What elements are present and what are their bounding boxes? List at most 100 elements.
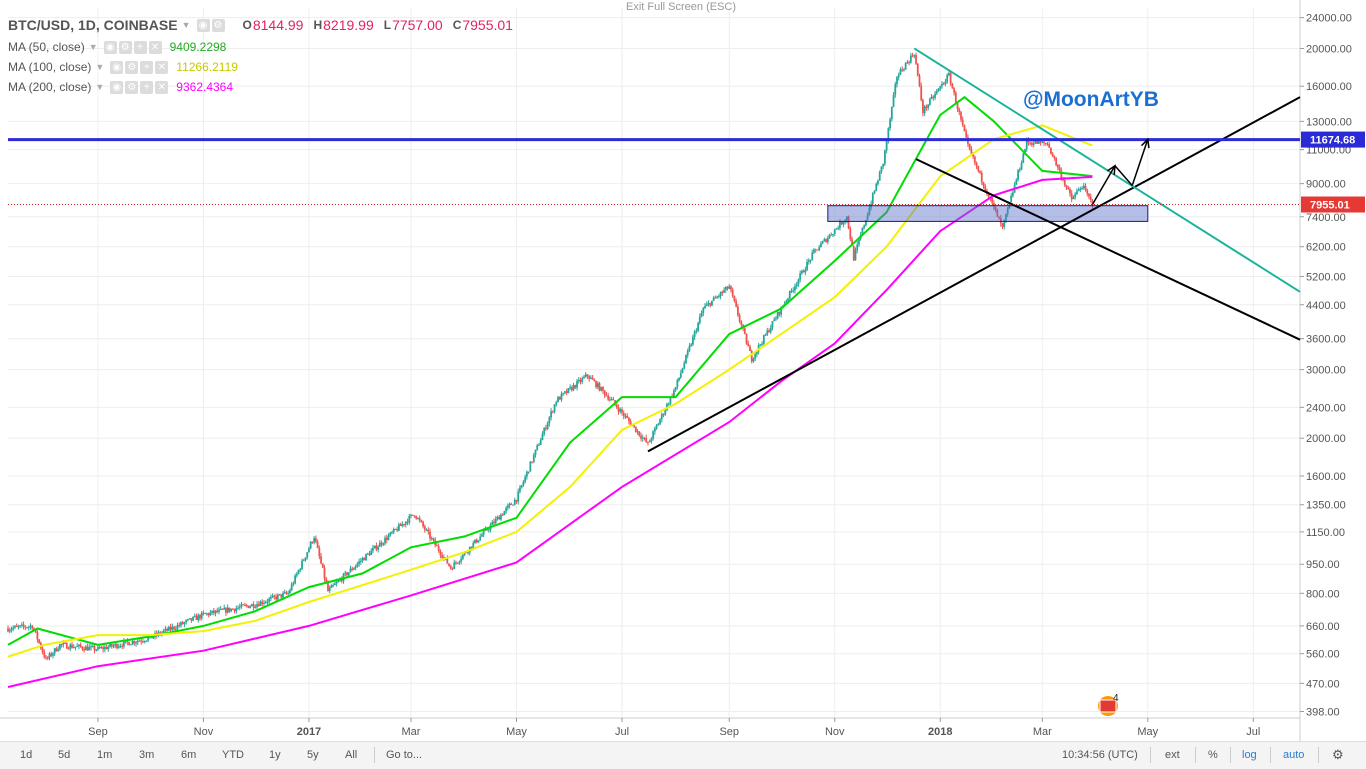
range-ytd-button[interactable]: YTD: [222, 749, 244, 761]
toolbar-divider: [1230, 747, 1231, 763]
candle-body: [768, 330, 770, 333]
percent-toggle[interactable]: %: [1208, 749, 1218, 761]
candle-body: [570, 387, 573, 391]
candle-body: [915, 55, 917, 64]
range-3m-button[interactable]: 3m: [139, 749, 155, 761]
eye-icon[interactable]: ◉: [196, 18, 210, 32]
candle-body: [764, 334, 767, 336]
eye-icon[interactable]: ◉: [103, 40, 117, 54]
candle-body: [22, 624, 25, 627]
range-1m-button[interactable]: 1m: [97, 749, 113, 761]
range-all-button[interactable]: All: [345, 749, 358, 761]
candle-body: [140, 640, 143, 642]
arrowhead-icon: [1140, 137, 1150, 149]
range-6m-button[interactable]: 6m: [181, 749, 197, 761]
settings-icon[interactable]: ⚙: [211, 18, 225, 32]
candle-body: [318, 547, 321, 557]
trendline[interactable]: [915, 158, 1301, 341]
candle-body: [166, 628, 169, 631]
candle-body: [41, 648, 44, 653]
eye-icon[interactable]: ◉: [110, 60, 124, 74]
candle-body: [494, 518, 497, 524]
candle-body: [942, 83, 945, 85]
close-icon[interactable]: ✕: [155, 80, 169, 94]
candle-body: [46, 657, 49, 659]
range-1d-button[interactable]: 1d: [20, 749, 33, 761]
candle-body: [628, 418, 630, 422]
add-icon[interactable]: +: [140, 80, 154, 94]
candle-body: [920, 85, 923, 101]
candle-body: [965, 131, 968, 138]
trendline[interactable]: [647, 96, 1301, 453]
close-icon[interactable]: ✕: [148, 40, 162, 54]
symbol-title[interactable]: BTC/USD, 1D, COINBASE: [8, 17, 178, 33]
add-icon[interactable]: +: [140, 60, 154, 74]
settings-icon[interactable]: ⚙: [125, 60, 139, 74]
support-zone-rect[interactable]: [827, 205, 1149, 222]
ext-toggle[interactable]: ext: [1165, 749, 1180, 761]
range-5d-button[interactable]: 5d: [58, 749, 71, 761]
price-tick-label: 560.00: [1306, 649, 1340, 661]
candle-body: [960, 112, 962, 120]
ma50-label[interactable]: MA (50, close): [8, 40, 85, 54]
candle-body: [939, 86, 942, 89]
exit-fullscreen-button[interactable]: Exit Full Screen (ESC): [626, 1, 737, 13]
candle-body: [411, 514, 414, 516]
candle-body: [1060, 170, 1063, 179]
candle-body: [415, 516, 418, 519]
candle-body: [501, 514, 504, 516]
candle-body: [856, 244, 859, 250]
auto-toggle[interactable]: auto: [1283, 749, 1305, 761]
candle-body: [366, 553, 369, 555]
candle-body: [1058, 167, 1061, 171]
symbol-dropdown-icon[interactable]: ▼: [181, 20, 191, 30]
candle-body: [804, 270, 807, 273]
gear-icon[interactable]: ⚙: [1332, 747, 1344, 762]
candle-body: [1015, 179, 1018, 185]
range-1y-button[interactable]: 1y: [269, 749, 281, 761]
candle-body: [211, 610, 213, 613]
ma100-value: 11266.2119: [176, 60, 238, 74]
ma100-label[interactable]: MA (100, close): [8, 60, 92, 74]
add-icon[interactable]: +: [133, 40, 147, 54]
candle-body: [1082, 185, 1085, 189]
candle-body: [463, 551, 466, 555]
candle-body: [645, 438, 648, 443]
ma100-dropdown-icon[interactable]: ▼: [95, 62, 105, 72]
candle-body: [551, 411, 554, 413]
log-toggle[interactable]: log: [1242, 749, 1257, 761]
candle-body: [946, 74, 949, 82]
candle-body: [756, 351, 758, 354]
candle-body: [410, 514, 412, 516]
candle-body: [264, 601, 267, 603]
utc-clock[interactable]: 10:34:56 (UTC): [1062, 749, 1138, 761]
candle-body: [659, 419, 661, 424]
candle-body: [557, 397, 559, 402]
eye-icon[interactable]: ◉: [110, 80, 124, 94]
candle-body: [766, 330, 769, 335]
candle-body: [417, 517, 419, 519]
ma200-dropdown-icon[interactable]: ▼: [95, 82, 105, 92]
candle-body: [254, 606, 257, 608]
settings-icon[interactable]: ⚙: [125, 80, 139, 94]
candle-body: [309, 541, 312, 549]
candle-body: [475, 539, 478, 543]
candle-body: [607, 395, 610, 400]
flag-icon: [1099, 699, 1117, 713]
settings-icon[interactable]: ⚙: [118, 40, 132, 54]
range-5y-button[interactable]: 5y: [307, 749, 319, 761]
candle-body: [1006, 208, 1009, 214]
candle-body: [292, 583, 295, 585]
goto-button[interactable]: Go to...: [386, 749, 423, 761]
ma50-dropdown-icon[interactable]: ▼: [88, 42, 98, 52]
ma200-label[interactable]: MA (200, close): [8, 80, 92, 94]
candle-body: [695, 330, 698, 332]
candle-body: [524, 476, 527, 482]
trendline[interactable]: [913, 47, 1301, 293]
candle-body: [1044, 142, 1047, 144]
candle-body: [589, 377, 592, 379]
candle-body: [951, 83, 954, 89]
candle-body: [114, 643, 117, 646]
close-icon[interactable]: ✕: [155, 60, 169, 74]
